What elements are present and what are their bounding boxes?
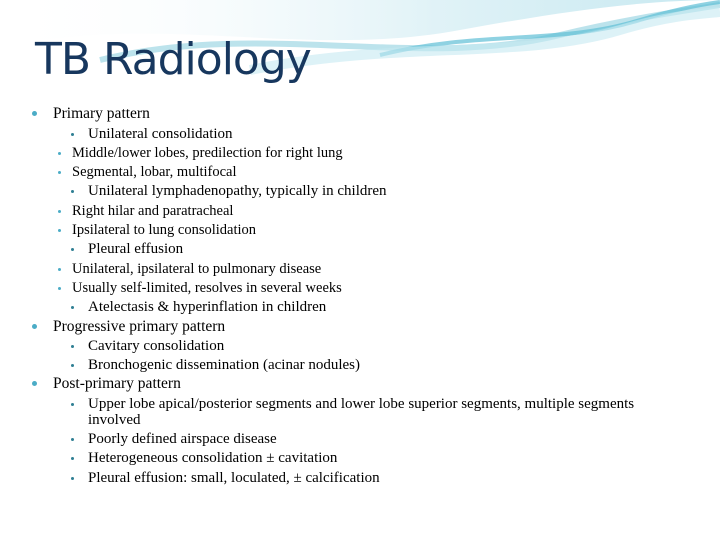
bullet-row: Unilateral lymphadenopathy, typically in…	[71, 183, 660, 200]
bullet-row: Poorly defined airspace disease	[71, 431, 660, 448]
wave	[249, 7, 720, 75]
bullet-item: Segmental, lobar, multifocal	[51, 161, 660, 180]
bullet-item: Poorly defined airspace disease	[59, 428, 660, 447]
bullet-item: Bronchogenic dissemination (acinar nodul…	[59, 354, 660, 373]
bullet-text: Usually self-limited, resolves in severa…	[72, 279, 342, 296]
wave	[0, 0, 720, 50]
bullet-text: Heterogeneous consolidation ± cavitation	[88, 450, 338, 467]
bullet-marker	[71, 132, 74, 136]
sub-list: Unilateral, ipsilateral to pulmonary dis…	[58, 257, 660, 296]
bullet-marker	[58, 286, 61, 290]
bullet-text: Bronchogenic dissemination (acinar nodul…	[88, 357, 361, 374]
bullet-row: Cavitary consolidation	[71, 337, 660, 354]
bullet-row: Middle/lower lobes, predilection for rig…	[58, 144, 660, 161]
bullet-item: Upper lobe apical/posterior segments and…	[59, 392, 660, 428]
bullet-text: Right hilar and paratracheal	[72, 202, 234, 219]
bullet-item: Pleural effusion: small, loculated, ± ca…	[59, 466, 660, 486]
sub-list: Middle/lower lobes, predilection for rig…	[58, 142, 660, 180]
bullet-text: Middle/lower lobes, predilection for rig…	[72, 144, 343, 161]
bullet-row: Primary pattern	[32, 105, 660, 123]
bullet-row: Pleural effusion: small, loculated, ± ca…	[71, 469, 660, 486]
bullet-row: Pleural effusion	[71, 241, 660, 258]
bullet-row: Bronchogenic dissemination (acinar nodul…	[71, 357, 660, 374]
bullet-row: Progressive primary pattern	[32, 317, 660, 335]
bullet-item: Right hilar and paratracheal	[51, 199, 660, 219]
bullet-text: Progressive primary pattern	[53, 317, 226, 335]
bullet-marker	[58, 151, 61, 155]
bullet-text: Primary pattern	[53, 105, 150, 123]
bullet-marker	[32, 323, 37, 329]
bullet-item: Unilateral lymphadenopathy, typically in…	[58, 180, 660, 238]
bullet-item: Atelectasis & hyperinflation in children	[59, 296, 660, 315]
bullet-marker	[71, 364, 74, 368]
bullet-text: Atelectasis & hyperinflation in children	[88, 299, 327, 316]
bullet-marker	[58, 171, 61, 175]
bullet-item: Heterogeneous consolidation ± cavitation	[59, 447, 660, 466]
bullet-text: Unilateral consolidation	[88, 125, 233, 142]
bullet-marker	[71, 190, 74, 194]
bullet-item: Middle/lower lobes, predilection for rig…	[51, 142, 660, 161]
bullet-item: Progressive primary pattern Cavitary cons…	[30, 315, 660, 373]
sub-list: Unilateral consolidation Middle/lower lob…	[58, 122, 660, 315]
decoration	[0, 0, 720, 75]
bullet-text: Unilateral, ipsilateral to pulmonary dis…	[72, 260, 322, 277]
sub-list: Cavitary consolidation Bronchogenic disse…	[59, 335, 660, 373]
bullet-list: Primary pattern Unilateral consolidation M…	[30, 103, 660, 486]
bullet-text: Pleural effusion: small, loculated, ± ca…	[88, 469, 380, 486]
slide-title: TB Radiology	[35, 34, 312, 85]
bullet-item: Primary pattern Unilateral consolidation M…	[30, 103, 660, 315]
bullet-row: Segmental, lobar, multifocal	[58, 164, 660, 181]
bullet-text: Upper lobe apical/posterior segments and…	[88, 395, 635, 428]
bullet-item: Pleural effusion Unilateral, ipsilateral …	[58, 238, 660, 296]
wave	[379, 0, 720, 57]
bullet-text: Post-primary pattern	[53, 375, 181, 393]
bullet-text: Segmental, lobar, multifocal	[72, 164, 237, 181]
bullet-item: Usually self-limited, resolves in severa…	[51, 277, 660, 296]
bullet-item: Unilateral, ipsilateral to pulmonary dis…	[51, 257, 660, 277]
bullet-row: Right hilar and paratracheal	[58, 202, 660, 219]
bullet-text: Ipsilateral to lung consolidation	[72, 222, 257, 239]
bullet-row: Heterogeneous consolidation ± cavitation	[71, 450, 660, 467]
bullet-row: Upper lobe apical/posterior segments and…	[71, 395, 660, 428]
bullet-row: Atelectasis & hyperinflation in children	[71, 299, 660, 316]
bullet-marker	[58, 209, 61, 213]
bullet-marker	[71, 457, 74, 461]
bullet-marker	[32, 111, 37, 117]
bullet-row: Ipsilateral to lung consolidation	[58, 222, 660, 239]
bullet-item: Post-primary pattern Upper lobe apical/po…	[30, 373, 660, 486]
sub-list: Upper lobe apical/posterior segments and…	[59, 392, 660, 486]
bullet-text: Cavitary consolidation	[88, 337, 225, 354]
bullet-row: Unilateral consolidation	[71, 125, 660, 142]
bullet-marker	[71, 306, 74, 310]
bullet-item: Ipsilateral to lung consolidation	[51, 219, 660, 238]
bullet-marker	[32, 381, 37, 387]
bullet-item: Unilateral consolidation Middle/lower lob…	[58, 122, 660, 180]
sub-list: Right hilar and paratracheal Ipsilateral …	[58, 199, 660, 238]
bullet-marker	[71, 402, 74, 406]
bullet-row: Unilateral, ipsilateral to pulmonary dis…	[58, 260, 660, 277]
bullet-marker	[58, 267, 61, 271]
bullet-marker	[71, 344, 74, 348]
bullet-marker	[71, 248, 74, 252]
bullet-text: Unilateral lymphadenopathy, typically in…	[88, 183, 387, 200]
bullet-text: Pleural effusion	[88, 241, 184, 258]
bullet-row: Post-primary pattern	[32, 375, 660, 393]
bullet-marker	[58, 229, 61, 233]
bullet-item: Cavitary consolidation	[59, 335, 660, 354]
bullet-marker	[71, 476, 74, 480]
bullet-text: Poorly defined airspace disease	[88, 431, 277, 448]
bullet-row: Usually self-limited, resolves in severa…	[58, 279, 660, 296]
bullet-marker	[71, 438, 74, 442]
